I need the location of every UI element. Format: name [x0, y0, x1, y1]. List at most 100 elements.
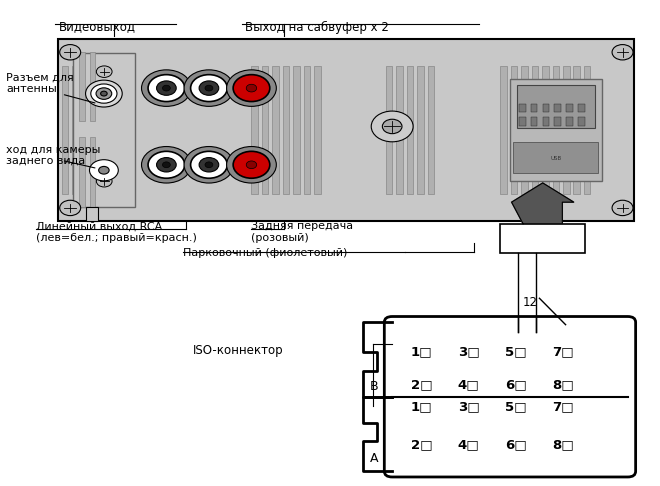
Bar — [73, 53, 135, 207]
Text: Разъем для
антенны: Разъем для антенны — [6, 72, 74, 94]
Circle shape — [98, 166, 109, 174]
Bar — [510, 79, 602, 181]
Bar — [304, 66, 310, 194]
Text: Парковочный (фиолетовый): Парковочный (фиолетовый) — [183, 248, 347, 258]
Text: 6□: 6□ — [505, 438, 527, 451]
Circle shape — [226, 70, 277, 106]
Text: 2□: 2□ — [411, 438, 432, 451]
Circle shape — [100, 91, 107, 96]
Bar — [72, 66, 79, 194]
Text: 6□: 6□ — [505, 378, 527, 391]
Bar — [511, 66, 517, 194]
Circle shape — [59, 45, 81, 60]
Circle shape — [199, 81, 218, 95]
Bar — [417, 66, 424, 194]
Bar — [519, 104, 525, 112]
Circle shape — [156, 157, 176, 172]
Bar — [552, 66, 559, 194]
Circle shape — [199, 157, 218, 172]
Text: 1□: 1□ — [411, 346, 432, 359]
Circle shape — [90, 160, 118, 181]
Bar — [79, 52, 84, 121]
Bar — [262, 66, 269, 194]
Bar — [385, 66, 392, 194]
Circle shape — [246, 161, 257, 169]
Text: A: A — [370, 452, 378, 465]
Bar — [531, 104, 537, 112]
Circle shape — [191, 75, 227, 102]
Bar — [543, 117, 549, 126]
Text: 1□: 1□ — [411, 400, 432, 414]
Bar — [86, 207, 98, 222]
Bar — [500, 66, 507, 194]
Bar — [82, 66, 89, 194]
Circle shape — [191, 151, 227, 178]
Circle shape — [96, 66, 112, 77]
Circle shape — [148, 151, 185, 178]
FancyBboxPatch shape — [384, 316, 636, 477]
Text: 4□: 4□ — [458, 378, 480, 391]
Text: B: B — [370, 380, 378, 393]
Polygon shape — [512, 183, 574, 224]
Bar — [283, 66, 290, 194]
Circle shape — [233, 75, 270, 102]
Bar — [519, 117, 525, 126]
Text: 8□: 8□ — [552, 378, 574, 391]
Text: 12: 12 — [523, 296, 538, 309]
Bar — [566, 104, 573, 112]
Bar — [578, 104, 585, 112]
Bar — [584, 66, 591, 194]
Bar — [79, 138, 84, 207]
Bar — [251, 66, 258, 194]
Circle shape — [96, 88, 112, 99]
Bar — [396, 66, 403, 194]
Bar — [517, 85, 595, 128]
Text: 5□: 5□ — [505, 346, 527, 359]
Text: 5□: 5□ — [505, 400, 527, 414]
Circle shape — [141, 70, 191, 106]
Text: 8□: 8□ — [552, 438, 574, 451]
Text: Выход на сабвуфер х 2: Выход на сабвуфер х 2 — [245, 20, 389, 34]
Bar — [273, 66, 279, 194]
Text: 3□: 3□ — [458, 346, 480, 359]
Circle shape — [96, 175, 112, 187]
Bar — [428, 66, 434, 194]
Text: 4□: 4□ — [458, 438, 480, 451]
Circle shape — [226, 146, 277, 183]
Circle shape — [91, 84, 117, 103]
Bar — [566, 117, 573, 126]
Circle shape — [371, 111, 413, 142]
Text: 7□: 7□ — [552, 400, 574, 414]
Circle shape — [205, 85, 213, 91]
Text: 7□: 7□ — [552, 346, 574, 359]
Bar — [293, 66, 300, 194]
Text: 2□: 2□ — [411, 378, 432, 391]
Bar — [574, 66, 580, 194]
Circle shape — [148, 75, 185, 102]
Bar — [578, 117, 585, 126]
Circle shape — [162, 162, 170, 168]
Text: 3□: 3□ — [458, 400, 480, 414]
Bar — [542, 66, 548, 194]
Bar — [61, 66, 68, 194]
Bar — [531, 117, 537, 126]
Circle shape — [612, 200, 633, 216]
Bar — [90, 52, 95, 121]
Bar — [90, 138, 95, 207]
Bar — [314, 66, 321, 194]
Text: ход для камеры
заднего вида: ход для камеры заднего вида — [6, 144, 100, 166]
Bar — [58, 39, 634, 222]
Circle shape — [184, 70, 234, 106]
Bar — [500, 224, 585, 253]
Circle shape — [184, 146, 234, 183]
Circle shape — [59, 200, 81, 216]
Bar — [521, 66, 527, 194]
Bar — [531, 66, 538, 194]
Circle shape — [612, 45, 633, 60]
Text: ISO-коннектор: ISO-коннектор — [193, 344, 283, 357]
Circle shape — [156, 81, 176, 95]
Circle shape — [382, 119, 402, 134]
Text: USB: USB — [550, 156, 562, 161]
Bar — [554, 117, 561, 126]
Circle shape — [205, 162, 213, 168]
